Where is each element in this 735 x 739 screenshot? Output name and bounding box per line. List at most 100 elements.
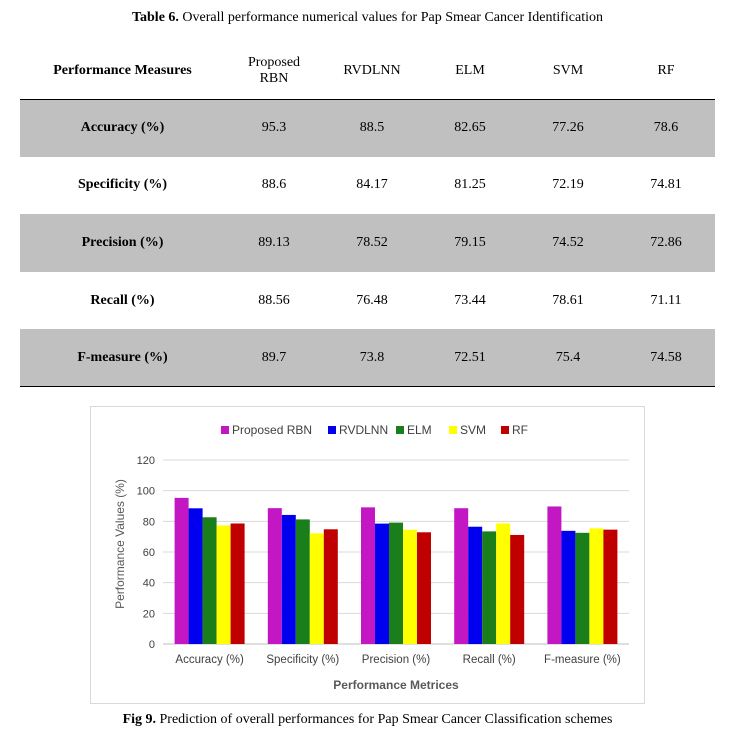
bar-svm	[403, 529, 417, 644]
legend-swatch	[501, 426, 509, 434]
bar-chart: 0 20 40 60 80 100 120 Accuracy (%) Specificity (…	[113, 423, 629, 692]
bar-rf	[417, 532, 431, 644]
table-cell: 74.81	[650, 177, 682, 193]
header-elm: ELM	[455, 62, 485, 78]
bar-rvdlnn	[375, 523, 389, 644]
y-tick-label: 60	[143, 547, 155, 559]
y-tick-label: 40	[143, 578, 155, 590]
table-cell: 88.56	[258, 292, 290, 308]
table-cell: 75.4	[555, 349, 581, 365]
bar-proposed-rbn	[267, 508, 282, 644]
bar-proposed-rbn	[547, 506, 562, 644]
table-cell: 74.58	[650, 349, 682, 365]
x-tick-label: F-measure (%)	[544, 654, 621, 666]
table-cell: 73.44	[454, 292, 486, 308]
bar-rvdlnn	[561, 530, 576, 644]
legend-label: RF	[512, 423, 528, 437]
x-tick-label: Recall (%)	[463, 654, 516, 666]
bar-rf	[603, 529, 618, 644]
table-cell: 95.3	[261, 120, 287, 136]
bar-rvdlnn	[281, 514, 296, 644]
bar-chart-frame: 0 20 40 60 80 100 120 Accuracy (%) Specificity (…	[90, 406, 645, 704]
legend-swatch	[221, 426, 229, 434]
row-label: Recall (%)	[90, 292, 155, 308]
bar-elm	[482, 531, 497, 644]
header-rf: RF	[657, 62, 675, 78]
table-cell: 72.19	[552, 177, 584, 193]
table-cell: 82.65	[454, 120, 486, 136]
legend-swatch	[396, 426, 404, 434]
x-tick-label: Precision (%)	[362, 654, 431, 666]
figure-caption-label: Fig 9.	[122, 712, 157, 727]
y-axis-title: Performance Values (%)	[113, 479, 127, 609]
bar-svm	[496, 523, 511, 644]
table-cell: 72.51	[454, 349, 486, 365]
bar-rf	[510, 534, 525, 644]
table-cell: 72.86	[650, 234, 682, 250]
bar-rvdlnn	[188, 508, 203, 644]
x-tick-label: Accuracy (%)	[175, 654, 244, 666]
table-cell: 84.17	[356, 177, 388, 193]
legend-label: SVM	[460, 423, 486, 437]
table-cell: 76.48	[356, 292, 388, 308]
y-tick-label: 80	[143, 516, 155, 528]
table-cell: 89.7	[261, 349, 287, 365]
bar-svm	[216, 525, 231, 644]
table-cell: 81.25	[454, 177, 486, 193]
header-proposed-rbn: Proposed RBN	[247, 54, 301, 86]
bar-proposed-rbn	[454, 508, 469, 644]
bar-rvdlnn	[468, 526, 483, 644]
legend-label: Proposed RBN	[232, 423, 312, 437]
table-cell: 79.15	[454, 234, 486, 250]
bar-rf	[323, 529, 338, 644]
bar-elm	[202, 517, 217, 644]
table-row-recall: Recall (%) 88.56 76.48 73.44 78.61 71.11	[20, 272, 715, 330]
table-caption-text: Overall performance numerical values for…	[178, 10, 604, 25]
table-cell: 78.52	[356, 234, 388, 250]
table-row-accuracy: Accuracy (%) 95.3 88.5 82.65 77.26 78.6	[20, 99, 715, 157]
row-label: Specificity (%)	[77, 177, 168, 193]
table-row-f-measure: F-measure (%) 89.7 73.8 72.51 75.4 74.58	[20, 329, 715, 387]
bar-svm	[309, 533, 324, 644]
bar-elm	[389, 522, 403, 644]
y-tick-label: 0	[149, 639, 155, 651]
figure-caption-text: Prediction of overall performances for P…	[156, 712, 613, 727]
table-row-specificity: Specificity (%) 88.6 84.17 81.25 72.19 7…	[20, 157, 715, 215]
table-cell: 88.5	[359, 120, 385, 136]
legend-label: ELM	[407, 423, 432, 437]
table-cell: 88.6	[261, 177, 287, 193]
figure-caption: Fig 9. Prediction of overall performance…	[0, 712, 735, 728]
y-tick-label: 120	[137, 455, 155, 467]
x-axis-title: Performance Metrices	[333, 678, 459, 692]
bar-proposed-rbn	[174, 497, 189, 644]
legend-swatch	[328, 426, 336, 434]
table-row-precision: Precision (%) 89.13 78.52 79.15 74.52 72…	[20, 214, 715, 272]
row-label: Precision (%)	[81, 234, 164, 250]
table-caption-label: Table 6.	[131, 10, 179, 25]
row-label: Accuracy (%)	[80, 120, 165, 136]
y-tick-label: 20	[143, 608, 155, 620]
table-cell: 71.11	[650, 292, 682, 308]
row-label: F-measure (%)	[77, 349, 168, 365]
x-tick-label: Specificity (%)	[266, 654, 339, 666]
table-cell: 77.26	[552, 120, 584, 136]
bar-proposed-rbn	[361, 507, 375, 644]
table-cell: 74.52	[552, 234, 584, 250]
table-caption: Table 6. Overall performance numerical v…	[0, 10, 735, 26]
legend-swatch	[449, 426, 457, 434]
bar-elm	[295, 519, 310, 644]
performance-table: Performance Measures Proposed RBN RVDLNN…	[20, 43, 715, 387]
legend-label: RVDLNN	[339, 423, 388, 437]
header-svm: SVM	[552, 62, 584, 78]
table-cell: 78.61	[552, 292, 584, 308]
table-cell: 78.6	[653, 120, 679, 136]
table-cell: 73.8	[359, 349, 385, 365]
bar-elm	[575, 532, 590, 644]
header-performance-measures: Performance Measures	[53, 62, 192, 78]
table-cell: 89.13	[258, 234, 290, 250]
bar-svm	[589, 528, 604, 644]
table-header-row: Performance Measures Proposed RBN RVDLNN…	[20, 43, 715, 99]
y-tick-label: 100	[137, 486, 155, 498]
header-rvdlnn: RVDLNN	[343, 62, 401, 78]
bar-rf	[230, 523, 245, 644]
